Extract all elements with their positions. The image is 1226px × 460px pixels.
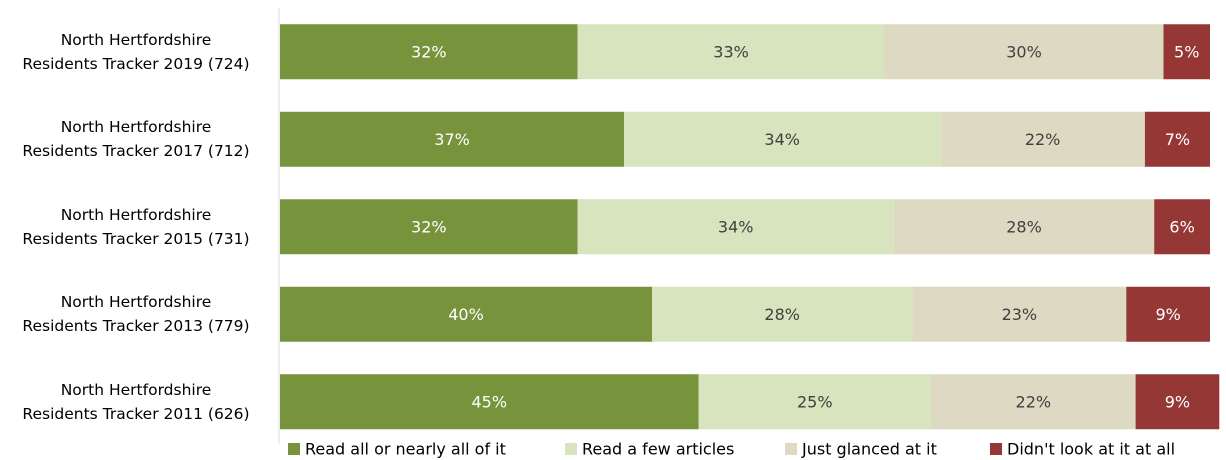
bar-segment (1163, 24, 1210, 80)
legend-label: Read a few articles (582, 440, 734, 459)
bar-segment (698, 374, 931, 430)
value-label: 9% (1155, 305, 1180, 324)
value-label: 7% (1165, 130, 1190, 149)
value-label: 22% (1016, 392, 1052, 411)
bar-segment (280, 111, 625, 167)
bar-segment (912, 286, 1127, 342)
category-label: North Hertfordshire Residents Tracker 20… (22, 293, 250, 336)
bar-segment (940, 111, 1145, 167)
bar-segment (884, 24, 1164, 80)
value-label: 25% (797, 392, 833, 411)
bar-segment (893, 199, 1155, 255)
legend-label: Didn't look at it at all (1007, 440, 1175, 459)
value-label: 28% (764, 305, 800, 324)
value-label: 6% (1169, 217, 1194, 236)
legend-label: Just glanced at it (801, 440, 937, 459)
value-label: 22% (1025, 130, 1061, 149)
bar-segment (931, 374, 1136, 430)
value-label: 5% (1174, 42, 1199, 61)
bar-segment (280, 374, 699, 430)
value-label: 9% (1165, 392, 1190, 411)
value-label: 34% (764, 130, 800, 149)
legend-label: Read all or nearly all of it (305, 440, 506, 459)
category-label: North Hertfordshire Residents Tracker 20… (22, 118, 250, 161)
legend-swatch (785, 443, 797, 455)
value-label: 30% (1006, 42, 1042, 61)
value-label: 28% (1006, 217, 1042, 236)
bar-segment (624, 111, 941, 167)
legend-swatch (990, 443, 1002, 455)
bar-segment (652, 286, 913, 342)
category-label: North Hertfordshire Residents Tracker 20… (22, 380, 250, 423)
category-label: North Hertfordshire Residents Tracker 20… (22, 205, 250, 248)
value-label: 23% (1002, 305, 1038, 324)
bar-segment (1144, 111, 1210, 167)
bar-segment (280, 24, 578, 80)
bar-segment (280, 286, 652, 342)
bar-segment (577, 199, 894, 255)
value-label: 45% (471, 392, 507, 411)
value-label: 34% (718, 217, 754, 236)
category-label: North Hertfordshire Residents Tracker 20… (22, 30, 250, 73)
value-label: 32% (411, 217, 447, 236)
value-label: 40% (448, 305, 484, 324)
bar-segment (577, 24, 885, 80)
legend-swatch (565, 443, 577, 455)
bar-segment (280, 199, 578, 255)
bar-segment (1126, 286, 1210, 342)
legend-swatch (288, 443, 300, 455)
value-label: 33% (713, 42, 749, 61)
value-label: 32% (411, 42, 447, 61)
bar-segment (1154, 199, 1210, 255)
bar-segment (1135, 374, 1220, 430)
value-label: 37% (434, 130, 470, 149)
